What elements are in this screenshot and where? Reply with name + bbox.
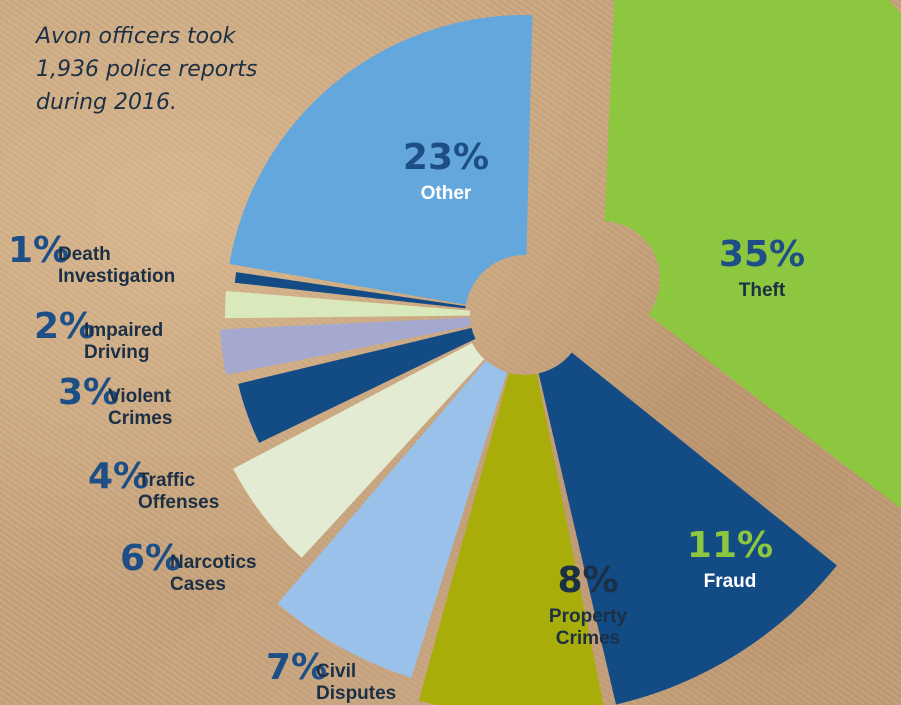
- category-label-impaired-driving: Impaired: [84, 320, 163, 341]
- pct-label-violent-crimes: 3%: [58, 372, 119, 413]
- category-label-property-crimes: Property: [549, 606, 628, 627]
- pct-label-impaired-driving: 2%: [34, 306, 95, 347]
- pct-label-death-investigation: 1%: [8, 230, 69, 271]
- chart-caption: Avon officers took 1,936 police reports …: [36, 24, 258, 115]
- pct-label-theft: 35%: [719, 234, 805, 275]
- pct-label-other: 23%: [403, 137, 489, 178]
- category-label-violent-crimes: Violent: [108, 386, 172, 407]
- category-label-civil-disputes: Disputes: [316, 683, 396, 704]
- category-label-property-crimes: Crimes: [556, 628, 620, 649]
- category-label-violent-crimes: Crimes: [108, 408, 172, 429]
- slice-theft: [604, 0, 901, 509]
- slice-violent-crimes: [220, 317, 472, 375]
- category-label-death-investigation: Death: [58, 244, 111, 265]
- category-label-fraud: Fraud: [704, 571, 757, 592]
- category-label-traffic-offenses: Traffic: [138, 470, 195, 491]
- category-label-narcotics-cases: Narcotics: [170, 552, 257, 573]
- pct-label-traffic-offenses: 4%: [88, 456, 149, 497]
- pct-label-property-crimes: 8%: [557, 560, 618, 601]
- pct-label-fraud: 11%: [687, 525, 773, 566]
- slice-death-investigation: [234, 272, 466, 309]
- pct-label-civil-disputes: 7%: [266, 647, 327, 688]
- slice-other: [229, 14, 533, 305]
- slice-traffic-offenses: [238, 327, 476, 443]
- category-label-death-investigation: Investigation: [58, 266, 175, 287]
- category-label-civil-disputes: Civil: [316, 661, 356, 682]
- slice-impaired-driving: [225, 290, 471, 319]
- slice-civil-disputes: [277, 360, 508, 678]
- slice-fraud: [538, 352, 837, 705]
- category-label-impaired-driving: Driving: [84, 342, 149, 363]
- category-label-traffic-offenses: Offenses: [138, 492, 219, 513]
- slice-property-crimes: [418, 372, 604, 705]
- category-label-theft: Theft: [739, 280, 786, 301]
- category-label-other: Other: [421, 183, 472, 204]
- pct-label-narcotics-cases: 6%: [120, 538, 181, 579]
- category-label-narcotics-cases: Cases: [170, 574, 226, 595]
- slice-narcotics-cases: [233, 342, 485, 558]
